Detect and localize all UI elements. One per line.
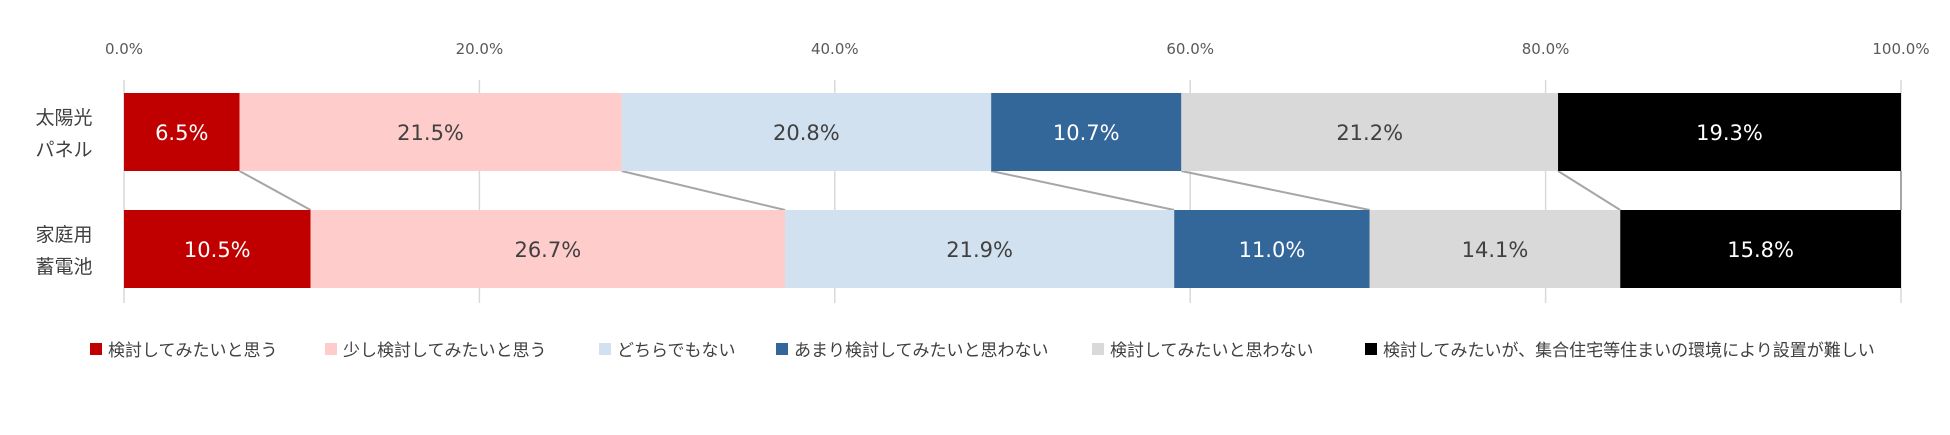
legend-label: どちらでもない: [617, 341, 736, 361]
bar-segment: [1369, 210, 1621, 288]
data-label: 14.1%: [1462, 238, 1529, 262]
legend-swatch: [325, 342, 337, 355]
x-tick-label: 100.0%: [1872, 40, 1929, 58]
series-line: [1557, 170, 1621, 211]
bar-segment: [1558, 93, 1901, 171]
x-tick-label: 80.0%: [1522, 40, 1570, 58]
bar-segment: [1620, 210, 1901, 288]
data-label: 15.8%: [1727, 238, 1794, 262]
legend-label: 検討してみたいが、集合住宅等住まいの環境により設置が難しい: [1383, 341, 1875, 361]
category-label-line: 家庭用: [35, 224, 92, 246]
data-label: 20.8%: [773, 121, 840, 145]
bar-segment: [124, 210, 311, 288]
legend-label: 検討してみたいと思わない: [1110, 341, 1314, 361]
data-label: 21.9%: [946, 238, 1013, 262]
x-tick-label: 60.0%: [1166, 40, 1214, 58]
bar-segment: [785, 210, 1175, 288]
data-label: 10.5%: [184, 238, 251, 262]
bar-segment: [239, 93, 622, 171]
category-label: 太陽光パネル: [35, 107, 92, 161]
category-label-line: パネル: [35, 139, 92, 161]
data-label: 6.5%: [155, 121, 208, 145]
legend-label: 検討してみたいと思う: [108, 341, 278, 361]
x-tick-label: 20.0%: [456, 40, 504, 58]
data-label: 11.0%: [1239, 238, 1306, 262]
legend-swatch: [1092, 342, 1104, 355]
x-tick-label: 40.0%: [811, 40, 859, 58]
legend-swatch: [599, 342, 611, 355]
data-label: 19.3%: [1696, 121, 1763, 145]
series-line: [621, 170, 786, 211]
bar-segment: [991, 93, 1182, 171]
bars: [124, 93, 1901, 288]
series-line: [1181, 170, 1370, 211]
x-tick-label: 0.0%: [105, 40, 143, 58]
category-label: 家庭用蓄電池: [35, 224, 92, 278]
bar-segment: [310, 210, 786, 288]
legend-item: 検討してみたいと思わない: [1092, 336, 1314, 361]
legend-swatch: [1365, 342, 1377, 355]
legend-item: どちらでもない: [599, 336, 736, 361]
category-label-line: 太陽光: [35, 107, 92, 129]
bar-segment: [1181, 93, 1559, 171]
data-label: 10.7%: [1053, 121, 1120, 145]
bar-segment: [124, 93, 240, 171]
series-line: [990, 170, 1175, 211]
series-lines: [239, 170, 1902, 211]
bar-segment: [621, 93, 992, 171]
legend-label: 少し検討してみたいと思う: [343, 341, 547, 361]
legend-swatch: [776, 342, 788, 355]
legend-swatch: [90, 342, 102, 355]
data-label: 21.2%: [1336, 121, 1403, 145]
legend-item: あまり検討してみたいと思わない: [776, 336, 1049, 361]
legend-item: 少し検討してみたいと思う: [325, 336, 547, 361]
data-labels: 6.5% 21.5% 20.8% 10.7% 21.2% 19.3% 10.5% 26.7% 2…: [155, 121, 1794, 262]
category-label-line: 蓄電池: [35, 256, 92, 278]
series-line: [239, 170, 312, 211]
bar-segment: [1174, 210, 1370, 288]
legend-label: あまり検討してみたいと思わない: [794, 341, 1049, 361]
legend: 検討してみたいと思う 少し検討してみたいと思う どちらでもない あまり検討してみたいと…: [0, 336, 1950, 366]
legend-item: 検討してみたいと思う: [90, 336, 278, 361]
x-axis-tick-labels: 0.0% 20.0% 40.0% 60.0% 80.0% 100.0%: [105, 40, 1930, 58]
data-label: 26.7%: [514, 238, 581, 262]
data-label: 21.5%: [397, 121, 464, 145]
legend-item: 検討してみたいが、集合住宅等住まいの環境により設置が難しい: [1365, 336, 1875, 361]
